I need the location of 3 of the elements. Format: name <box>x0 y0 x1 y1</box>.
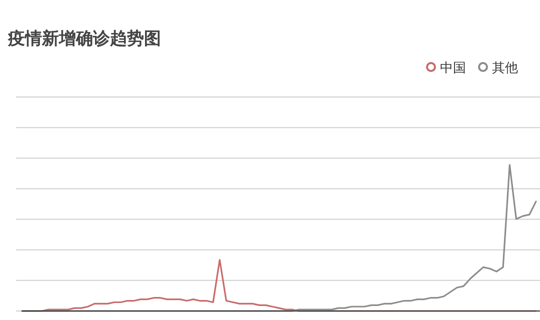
legend-label: 其他 <box>492 61 518 76</box>
chart-title: 疫情新增确诊趋势图 <box>7 29 161 49</box>
legend-label: 中国 <box>440 61 466 76</box>
